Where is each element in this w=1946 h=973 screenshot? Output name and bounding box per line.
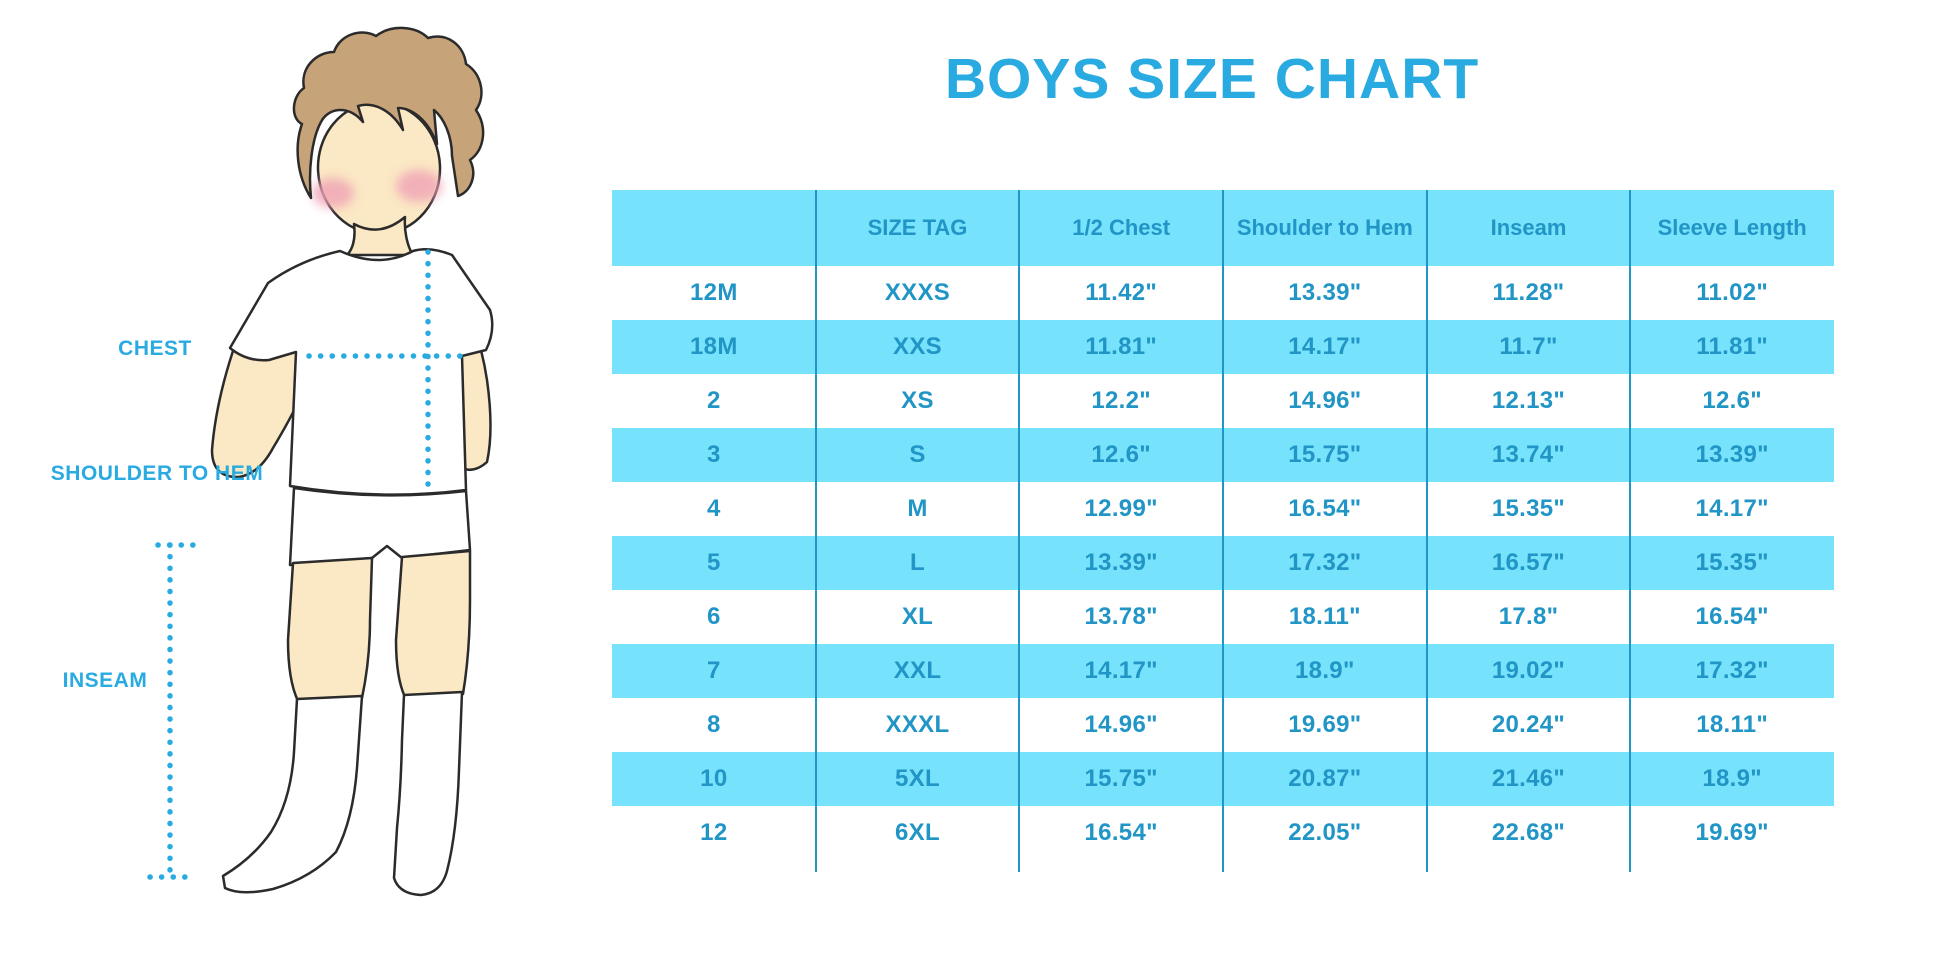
size-cell: 15.75" [1019, 752, 1223, 806]
size-cell: L [815, 536, 1020, 590]
column-divider [1629, 190, 1632, 872]
size-cell: 17.32" [1630, 644, 1834, 698]
size-cell: 12.2" [1091, 387, 1151, 414]
size-cell: 13.39" [1630, 428, 1834, 482]
column-divider [1222, 190, 1224, 872]
size-row-label: 12 [700, 819, 728, 846]
boy-figure-svg [147, 26, 494, 897]
size-cell: 16.57" [1426, 536, 1631, 590]
size-cell: 12.99" [1084, 495, 1158, 522]
size-cell: 19.02" [1426, 644, 1631, 698]
size-row-label: 5 [612, 536, 816, 590]
size-row-label: 12M [690, 279, 738, 306]
header-cell: Shoulder to Hem [1223, 190, 1427, 266]
size-cell: XXXL [885, 711, 950, 738]
boy-measurement-illustration: CHEST SHOULDER TO HEM INSEAM [0, 0, 520, 920]
hair [292, 26, 485, 200]
size-cell: 12.6" [1702, 387, 1762, 414]
size-cell: 19.69" [1695, 819, 1769, 846]
size-cell: 13.74" [1426, 428, 1631, 482]
size-cell: 11.42" [1085, 279, 1158, 306]
size-row-label: 10 [612, 752, 816, 806]
size-cell: 13.39" [1019, 536, 1223, 590]
size-row-label: 3 [612, 428, 816, 482]
right-sock-foot [392, 690, 464, 897]
size-cell: 18.9" [1223, 644, 1427, 698]
header-cell: Inseam [1426, 190, 1631, 266]
size-cell: 22.68" [1491, 819, 1566, 846]
size-cell: 15.35" [1491, 495, 1566, 522]
size-row-label: 4 [707, 495, 721, 522]
size-cell: 11.7" [1426, 320, 1631, 374]
size-cell: 14.17" [1019, 644, 1223, 698]
size-cell: 18.11" [1696, 711, 1769, 738]
column-divider [1018, 190, 1021, 872]
size-cell: 11.81" [1630, 320, 1834, 374]
size-cell: 6XL [895, 819, 940, 846]
size-cell: 14.96" [1084, 711, 1158, 738]
size-row-label: 7 [612, 644, 816, 698]
size-cell: 13.78" [1084, 603, 1158, 630]
cheek-blush [312, 170, 442, 208]
size-cell: 21.46" [1426, 752, 1631, 806]
size-cell: 12.13" [1491, 387, 1566, 414]
column-divider [1425, 190, 1428, 872]
size-row-label: 2 [707, 387, 721, 414]
size-cell: 15.75" [1223, 428, 1427, 482]
neck [345, 215, 415, 257]
size-table-wrap: SIZE TAG 1/2 Chest Shoulder to Hem Inseam Sl… [612, 190, 1834, 874]
size-row-label: 8 [707, 711, 721, 738]
size-cell: 5XL [815, 752, 1020, 806]
size-cell: 16.54" [1695, 603, 1769, 630]
size-cell: 16.54" [1084, 819, 1158, 846]
size-cell: 12.6" [1019, 428, 1223, 482]
header-cell: 1/2 Chest [1019, 190, 1223, 266]
inseam-label: INSEAM [62, 669, 148, 692]
size-cell: 14.17" [1695, 495, 1769, 522]
shoulder-to-hem-label: SHOULDER TO HEM [50, 462, 264, 485]
size-cell: 11.28" [1492, 279, 1565, 306]
size-row-label: 18M [612, 320, 816, 374]
right-leg [394, 549, 472, 699]
size-cell: 16.54" [1288, 495, 1362, 522]
size-cell: XL [901, 603, 934, 630]
size-cell: 13.39" [1288, 279, 1362, 306]
header-cell: Sleeve Length [1630, 190, 1834, 266]
size-cell: XXS [815, 320, 1020, 374]
size-cell: 11.02" [1696, 279, 1769, 306]
left-leg [286, 556, 374, 703]
measurement-lines [147, 249, 464, 880]
size-cell: 17.32" [1223, 536, 1427, 590]
boy-figure [210, 26, 494, 897]
size-cell: XS [901, 387, 934, 414]
size-cell: XXL [815, 644, 1020, 698]
size-cell: XXXS [884, 279, 951, 306]
size-cell: 17.8" [1498, 603, 1559, 630]
size-cell: 14.96" [1288, 387, 1362, 414]
header-cell [612, 190, 816, 266]
page-title: BOYS SIZE CHART [944, 47, 1480, 111]
size-table: SIZE TAG 1/2 Chest Shoulder to Hem Inseam Sl… [612, 190, 1834, 860]
column-divider [814, 190, 817, 872]
header-cell: SIZE TAG [815, 190, 1020, 266]
size-cell: 18.9" [1630, 752, 1834, 806]
size-cell: 19.69" [1288, 711, 1362, 738]
size-cell: 15.35" [1630, 536, 1834, 590]
size-cell: 20.24" [1491, 711, 1566, 738]
size-cell: 18.11" [1288, 603, 1361, 630]
chest-label: CHEST [118, 337, 192, 360]
size-cell: 20.87" [1223, 752, 1427, 806]
size-cell: M [907, 495, 928, 522]
size-cell: 22.05" [1288, 819, 1362, 846]
size-cell: 14.17" [1223, 320, 1427, 374]
size-cell: 11.81" [1019, 320, 1223, 374]
size-cell: S [815, 428, 1020, 482]
left-sock-foot [221, 694, 364, 894]
size-row-label: 6 [707, 603, 721, 630]
shorts [288, 486, 472, 567]
